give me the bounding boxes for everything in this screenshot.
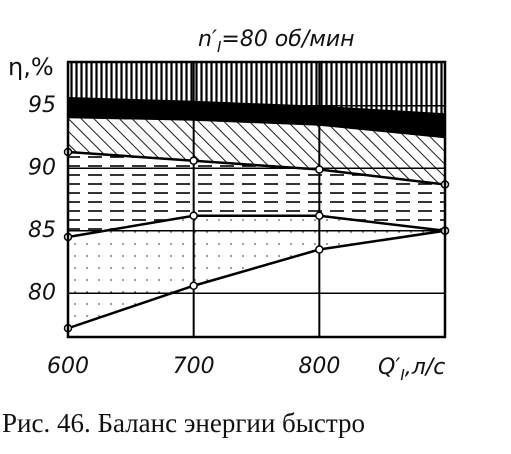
series-line bbox=[67, 150, 446, 186]
xlabel-rest: ,л/с bbox=[405, 355, 446, 380]
y-tick-label: 80 bbox=[28, 280, 56, 305]
xlabel-subscript: I bbox=[400, 366, 405, 384]
point bbox=[315, 245, 324, 254]
y-tick-label: 85 bbox=[28, 218, 56, 243]
point bbox=[189, 156, 198, 165]
point bbox=[315, 165, 324, 174]
title-symbol: n′ bbox=[198, 27, 217, 52]
x-tick-label: 700 bbox=[173, 354, 215, 379]
y-axis-label: η,% bbox=[8, 53, 54, 81]
chart-title: n′I=80 об/мин bbox=[198, 27, 355, 56]
y-tick-label: 95 bbox=[28, 93, 56, 118]
y-tick-label: 90 bbox=[28, 155, 56, 180]
xlabel-symbol: Q′ bbox=[378, 355, 400, 380]
x-tick-label: 800 bbox=[298, 354, 340, 379]
point bbox=[315, 211, 324, 220]
title-rest: =80 об/мин bbox=[221, 27, 354, 52]
series-line bbox=[67, 97, 446, 116]
series-line bbox=[67, 229, 446, 330]
plot-frame bbox=[66, 60, 447, 339]
band bbox=[68, 215, 445, 329]
point bbox=[189, 281, 198, 290]
x-axis-label: Q′I,л/с bbox=[378, 355, 445, 384]
point bbox=[189, 211, 198, 220]
caption: Рис. 46. Баланс энергии быстро bbox=[2, 408, 365, 438]
x-tick-label: 600 bbox=[47, 354, 89, 379]
series-line bbox=[67, 115, 446, 139]
title-subscript: I bbox=[217, 38, 222, 56]
top-band bbox=[68, 62, 445, 115]
series-line bbox=[67, 214, 446, 239]
